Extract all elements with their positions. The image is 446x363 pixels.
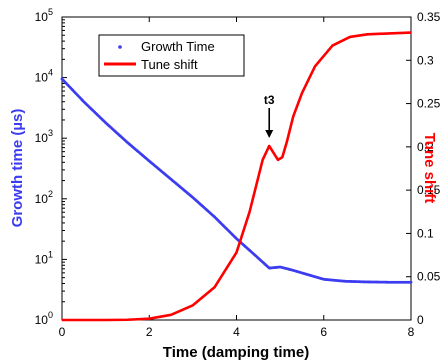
annotation-label: t3 xyxy=(264,93,275,107)
x-axis-label: Time (damping time) xyxy=(163,344,309,361)
right-tick-label: 0.3 xyxy=(417,53,434,67)
left-tick-exponent: 3 xyxy=(48,128,53,138)
left-tick-exponent: 0 xyxy=(48,310,53,320)
left-axis-label: Growth time (µs) xyxy=(9,109,26,228)
left-tick-base: 10 xyxy=(35,252,49,266)
legend-growth-time-label: Growth Time xyxy=(141,39,215,54)
right-axis-label: Tune shift xyxy=(421,133,438,204)
right-axis-ticks: 0 0.05 0.1 0.15 0.2 0.25 0.3 0.35 xyxy=(406,10,441,327)
x-tick-label: 2 xyxy=(146,325,153,339)
right-tick-label: 0.1 xyxy=(417,226,434,240)
right-tick-label: 0.25 xyxy=(417,97,441,111)
x-tick-label: 4 xyxy=(233,325,240,339)
right-tick-label: 0.2 xyxy=(417,140,434,154)
left-tick-exponent: 4 xyxy=(48,68,53,78)
legend: Growth Time Tune shift xyxy=(98,34,245,77)
right-tick-label: 0 xyxy=(417,313,424,327)
left-tick-base: 10 xyxy=(35,192,49,206)
x-tick-label: 0 xyxy=(59,325,66,339)
legend-tune-shift-label: Tune shift xyxy=(141,57,198,72)
right-tick-label: 0.05 xyxy=(417,270,441,284)
right-tick-label: 0.35 xyxy=(417,10,441,24)
left-tick-label: 105 xyxy=(35,7,53,24)
left-tick-exponent: 1 xyxy=(48,249,53,259)
left-tick-label: 104 xyxy=(35,68,53,85)
x-axis-ticks: 0 2 4 6 8 xyxy=(59,17,415,339)
left-tick-exponent: 5 xyxy=(48,7,53,17)
growth-time-series xyxy=(60,77,413,284)
tune-shift-series-line xyxy=(62,31,412,322)
annotation-arrow xyxy=(265,107,274,138)
left-tick-label: 100 xyxy=(35,310,53,327)
left-tick-label: 101 xyxy=(35,249,53,266)
growth-time-point xyxy=(409,280,413,284)
left-tick-label: 103 xyxy=(35,128,53,145)
legend-box xyxy=(98,34,245,77)
left-tick-label: 102 xyxy=(35,189,53,206)
x-tick-label: 8 xyxy=(408,325,415,339)
left-tick-base: 10 xyxy=(35,10,49,24)
series-layer xyxy=(60,31,413,322)
left-tick-base: 10 xyxy=(35,131,49,145)
x-tick-label: 6 xyxy=(320,325,327,339)
right-tick-label: 0.15 xyxy=(417,183,441,197)
left-tick-base: 10 xyxy=(35,71,49,85)
annotation-arrow-head xyxy=(265,129,274,138)
left-tick-exponent: 2 xyxy=(48,189,53,199)
left-tick-base: 10 xyxy=(35,313,49,327)
legend-growth-time-marker xyxy=(118,45,122,49)
